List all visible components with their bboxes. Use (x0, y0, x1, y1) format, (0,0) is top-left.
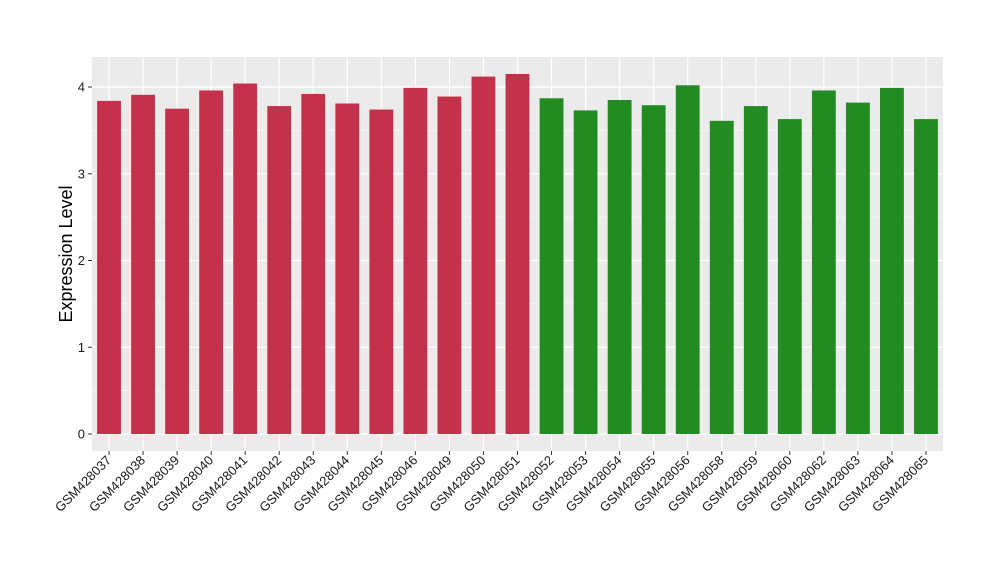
bar-GSM428041 (233, 83, 258, 434)
bar-GSM428055 (641, 105, 666, 434)
y-tick-label: 1 (78, 340, 85, 355)
bar-GSM428049 (437, 96, 462, 434)
bar-GSM428056 (675, 85, 700, 434)
bar-GSM428062 (811, 90, 836, 434)
bar-GSM428045 (369, 109, 394, 435)
y-tick-label: 3 (78, 166, 85, 181)
bar-GSM428053 (573, 110, 598, 435)
bar-GSM428065 (914, 119, 938, 434)
y-axis-title: Expression Level (56, 185, 76, 322)
y-tick-label: 0 (78, 427, 85, 442)
bar-GSM428037 (97, 100, 121, 434)
bar-GSM428046 (403, 87, 428, 435)
bar-GSM428042 (267, 106, 292, 435)
bar-GSM428054 (607, 100, 632, 434)
y-tick-label: 2 (78, 253, 85, 268)
bar-GSM428063 (845, 102, 870, 435)
bar-GSM428052 (539, 98, 564, 434)
bar-GSM428040 (199, 90, 224, 434)
x-axis: GSM428037GSM428038GSM428039GSM428040GSM4… (52, 451, 931, 515)
bar-GSM428039 (165, 108, 190, 434)
y-axis: 0 1 2 3 4 (78, 80, 92, 442)
bar-GSM428064 (880, 87, 904, 435)
bar-GSM428050 (471, 76, 496, 434)
bars (97, 73, 938, 435)
bar-GSM428044 (335, 103, 360, 435)
bar-GSM428060 (777, 119, 802, 434)
bar-GSM428038 (131, 94, 155, 435)
bar-GSM428043 (301, 93, 326, 434)
bar-GSM428059 (743, 106, 768, 435)
bar-GSM428058 (709, 120, 734, 435)
y-tick-label: 4 (78, 80, 85, 95)
bar-GSM428051 (505, 73, 530, 435)
